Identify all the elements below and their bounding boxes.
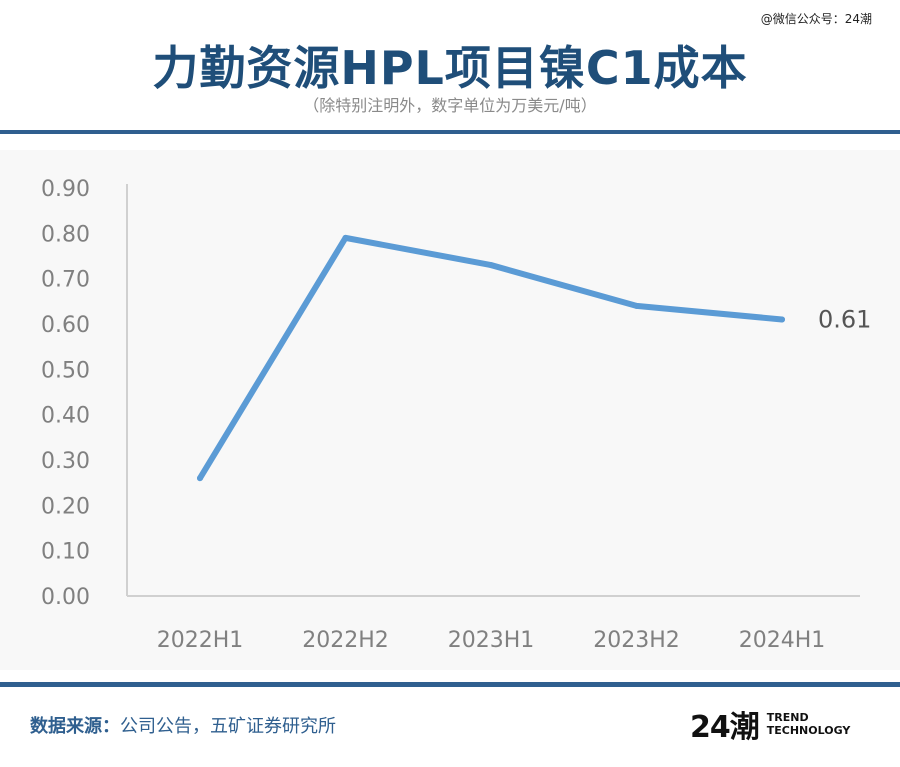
- line-chart: 0.00 0.10 0.20 0.30 0.40 0.50 0.60 0.70 0.80 0.90…: [41, 177, 871, 653]
- y-tick-label: 0.20: [41, 494, 90, 519]
- data-source: 数据来源：公司公告，五矿证券研究所: [30, 712, 336, 738]
- brand-logo-text: TREND TECHNOLOGY: [767, 711, 851, 737]
- y-tick-label: 0.40: [41, 404, 90, 429]
- y-tick-label: 0.60: [41, 313, 90, 338]
- chart-title: 力勤资源HPL项目镍C1成本: [152, 41, 748, 95]
- y-tick-label: 0.50: [41, 358, 90, 383]
- brand-logo-line2: TECHNOLOGY: [766, 724, 851, 737]
- y-tick-label: 0.70: [41, 268, 90, 293]
- x-tick-label: 2023H1: [448, 628, 535, 653]
- y-tick-label: 0.90: [41, 177, 90, 202]
- data-point: [633, 302, 640, 309]
- data-source-text: 公司公告，五矿证券研究所: [120, 716, 336, 737]
- data-source-label: 数据来源：: [30, 716, 120, 737]
- watermark: @微信公众号：24潮: [760, 12, 872, 26]
- data-point: [342, 234, 349, 241]
- brand-logo-line1: TREND: [766, 711, 809, 724]
- y-tick-label: 0.80: [41, 222, 90, 247]
- y-tick-label: 0.00: [41, 585, 90, 610]
- brand-logo-mark: 24潮: [690, 710, 760, 745]
- x-tick-label: 2022H2: [302, 628, 389, 653]
- data-label: 0.61: [818, 305, 871, 333]
- chart-subtitle: （除特别注明外，数字单位为万美元/吨）: [303, 96, 597, 115]
- data-point: [779, 316, 785, 323]
- bottom-divider: [0, 682, 900, 687]
- x-tick-label: 2024H1: [739, 628, 826, 653]
- data-point: [197, 475, 203, 482]
- x-tick-label: 2022H1: [157, 628, 244, 653]
- y-tick-label: 0.10: [41, 540, 90, 565]
- y-tick-label: 0.30: [41, 449, 90, 474]
- top-divider: [0, 130, 900, 134]
- data-point: [488, 262, 494, 269]
- series-line: [197, 234, 785, 482]
- x-tick-label: 2023H2: [593, 628, 680, 653]
- brand-logo: 24潮 TREND TECHNOLOGY: [690, 702, 850, 746]
- chart-area: 0.00 0.10 0.20 0.30 0.40 0.50 0.60 0.70 0.80 0.90…: [0, 150, 900, 670]
